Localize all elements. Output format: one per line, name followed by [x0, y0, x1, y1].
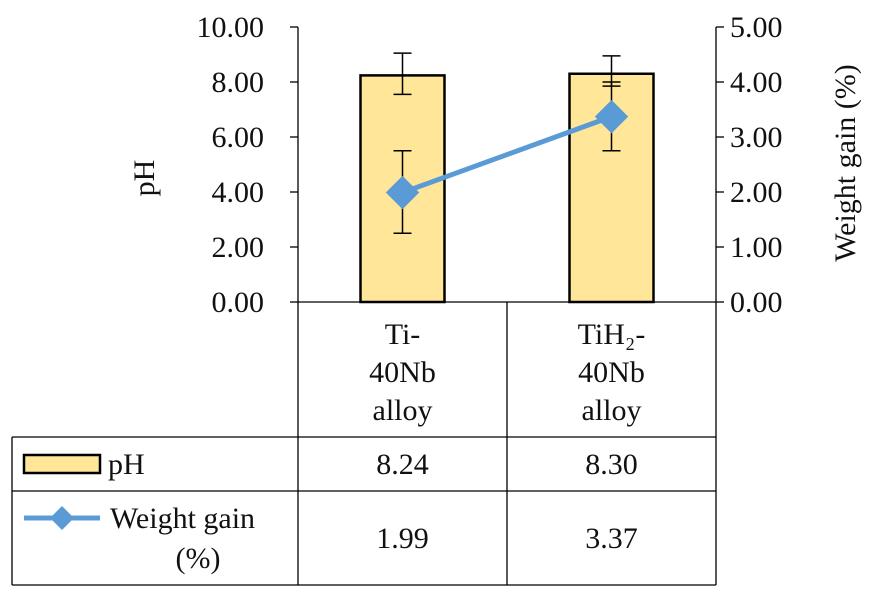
- right-axis-title: Weight gain (%): [829, 64, 862, 262]
- left-tick-label: 6.00: [212, 121, 265, 154]
- category-label-line: 40Nb: [578, 356, 645, 389]
- legend-weight-gain-label: Weight gain: [110, 502, 255, 535]
- left-tick-label: 10.00: [197, 11, 265, 44]
- right-tick-label: 4.00: [730, 66, 783, 99]
- weight-gain-marker: [385, 175, 420, 210]
- right-tick-label: 2.00: [730, 176, 783, 209]
- weight-gain-marker: [594, 99, 629, 134]
- ph-value-cell: 8.30: [585, 448, 638, 481]
- data-table: Ti- 40Nb alloy TiH₂- 40Nb alloy pH 8.24 8.30 Weig…: [11, 302, 716, 586]
- category-label-line: alloy: [582, 394, 642, 427]
- legend-weight-gain-marker: [50, 506, 74, 530]
- right-tick-label: 0.00: [730, 286, 783, 319]
- legend-weight-gain-label: (%): [176, 542, 221, 575]
- right-tick-label: 5.00: [730, 11, 783, 44]
- weight-gain-value-cell: 3.37: [585, 522, 638, 555]
- left-tick-label: 2.00: [212, 231, 265, 264]
- left-tick-label: 4.00: [212, 176, 265, 209]
- line-series-weight-gain: [385, 81, 629, 234]
- right-tick-label: 3.00: [730, 121, 783, 154]
- left-tick-label: 0.00: [212, 286, 265, 319]
- right-tick-label: 1.00: [730, 231, 783, 264]
- ph-value-cell: 8.24: [376, 448, 429, 481]
- axes: 0.00 2.00 4.00 6.00 8.00 10.00 0.00 1.00 2.00 3.0…: [128, 11, 862, 585]
- legend-ph-label: pH: [108, 448, 145, 481]
- category-label-line: alloy: [373, 394, 433, 427]
- category-label-line: 40Nb: [369, 356, 436, 389]
- category-label: Ti- 40Nb alloy: [369, 318, 436, 427]
- category-label-line: Ti-: [385, 318, 421, 351]
- bar-series-ph: [359, 52, 655, 304]
- left-axis-title: pH: [128, 160, 161, 197]
- weight-gain-line: [401, 114, 613, 195]
- left-tick-label: 8.00: [212, 66, 265, 99]
- category-label-line: TiH₂-: [578, 318, 646, 351]
- category-label: TiH₂- 40Nb alloy: [578, 318, 646, 427]
- weight-gain-value-cell: 1.99: [376, 522, 429, 555]
- legend-ph-swatch: [22, 453, 102, 475]
